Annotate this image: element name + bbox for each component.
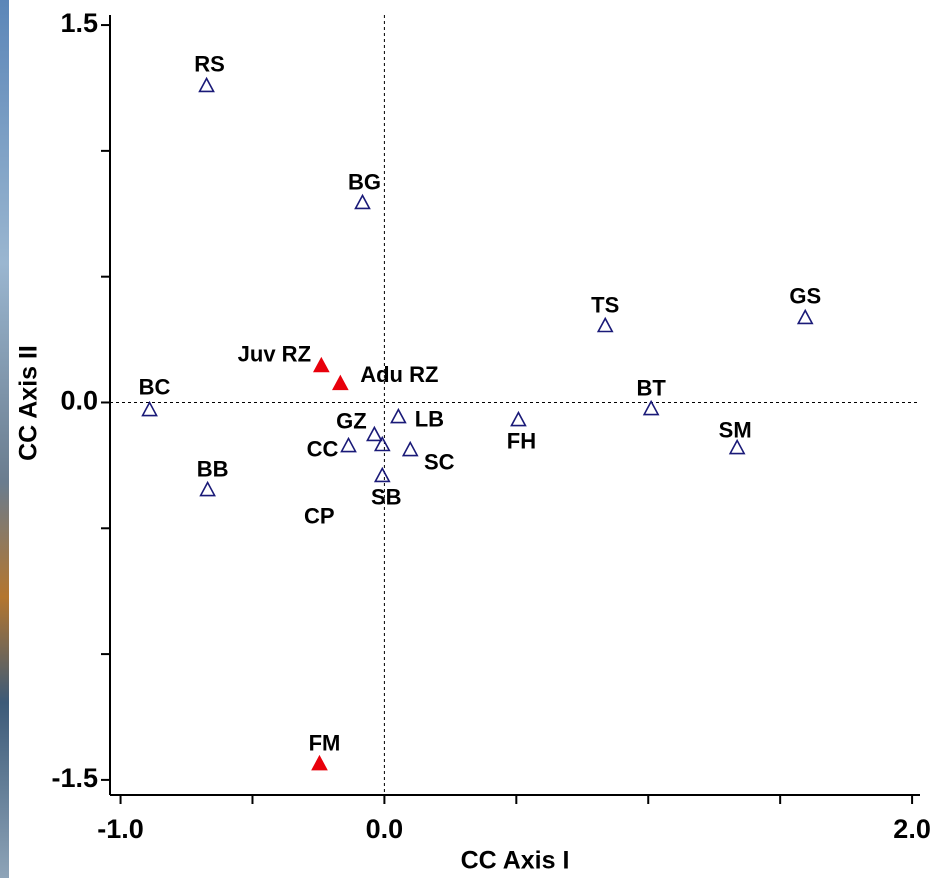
point-label: GS — [789, 283, 821, 308]
point-marker — [342, 439, 356, 452]
point-marker — [314, 359, 328, 372]
point-marker — [511, 413, 525, 426]
point-marker — [375, 468, 389, 481]
point-label: GZ — [336, 408, 367, 433]
point-label: CP — [304, 503, 335, 528]
point-marker — [143, 403, 157, 416]
point-marker — [200, 78, 214, 91]
point-marker — [333, 376, 347, 389]
chart: CC Axis I CC Axis II -1.0 0.0 2.0 -1.5 0.0 1.… — [0, 0, 938, 878]
point-label: FM — [309, 730, 341, 755]
x-axis-title: CC Axis I — [461, 847, 570, 875]
x-tick-label: 0.0 — [366, 814, 404, 844]
y-axis-title: CC Axis II — [15, 345, 43, 461]
x-tick-label: 2.0 — [893, 814, 931, 844]
point-label: FH — [507, 428, 536, 453]
point-marker — [391, 410, 405, 423]
point-label: Adu RZ — [360, 362, 438, 387]
y-tick-label: 1.5 — [60, 8, 98, 38]
point-marker — [644, 402, 658, 415]
point-label: LB — [415, 406, 444, 431]
page: CC Axis I CC Axis II -1.0 0.0 2.0 -1.5 0.0 1.… — [0, 0, 938, 878]
point-marker — [403, 443, 417, 456]
point-label: BG — [348, 169, 381, 194]
point-marker — [312, 757, 326, 770]
point-label: SB — [371, 484, 402, 509]
point-label: BC — [139, 374, 171, 399]
point-label: CC — [307, 436, 339, 461]
point-marker — [201, 483, 215, 496]
point-label: SC — [424, 449, 455, 474]
point-label: BT — [636, 375, 666, 400]
y-tick-label: 0.0 — [60, 386, 98, 416]
point-label: RS — [194, 51, 225, 76]
point-marker — [598, 318, 612, 331]
point-marker — [355, 195, 369, 208]
point-marker — [375, 438, 389, 451]
point-marker — [730, 441, 744, 454]
point-label: TS — [591, 292, 619, 317]
point-label: Juv RZ — [238, 341, 311, 366]
point-marker — [367, 427, 381, 440]
point-marker — [798, 310, 812, 323]
y-tick-label: -1.5 — [51, 763, 98, 793]
x-tick-label: -1.0 — [97, 814, 144, 844]
point-label: SM — [719, 417, 752, 442]
point-label: BB — [197, 456, 229, 481]
